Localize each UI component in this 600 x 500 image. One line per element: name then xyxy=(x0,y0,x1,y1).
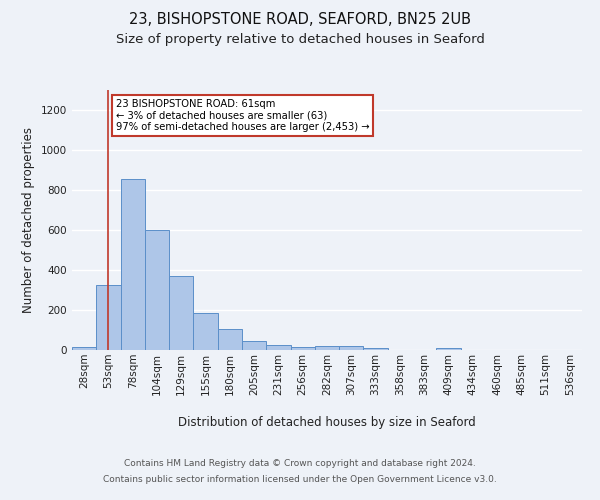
Text: Size of property relative to detached houses in Seaford: Size of property relative to detached ho… xyxy=(116,32,484,46)
Text: 23 BISHOPSTONE ROAD: 61sqm
← 3% of detached houses are smaller (63)
97% of semi-: 23 BISHOPSTONE ROAD: 61sqm ← 3% of detac… xyxy=(116,99,370,132)
Bar xyxy=(436,348,461,350)
Bar xyxy=(169,276,193,350)
Bar xyxy=(364,348,388,350)
Bar xyxy=(145,230,169,350)
Text: Contains public sector information licensed under the Open Government Licence v3: Contains public sector information licen… xyxy=(103,474,497,484)
Bar xyxy=(121,179,145,350)
Bar xyxy=(242,340,266,350)
Bar xyxy=(290,346,315,350)
Bar xyxy=(266,345,290,350)
Text: Contains HM Land Registry data © Crown copyright and database right 2024.: Contains HM Land Registry data © Crown c… xyxy=(124,460,476,468)
Text: Distribution of detached houses by size in Seaford: Distribution of detached houses by size … xyxy=(178,416,476,429)
Y-axis label: Number of detached properties: Number of detached properties xyxy=(22,127,35,313)
Bar xyxy=(72,347,96,350)
Bar xyxy=(96,285,121,350)
Bar xyxy=(315,346,339,350)
Bar xyxy=(193,314,218,350)
Text: 23, BISHOPSTONE ROAD, SEAFORD, BN25 2UB: 23, BISHOPSTONE ROAD, SEAFORD, BN25 2UB xyxy=(129,12,471,28)
Bar xyxy=(218,328,242,350)
Bar xyxy=(339,346,364,350)
